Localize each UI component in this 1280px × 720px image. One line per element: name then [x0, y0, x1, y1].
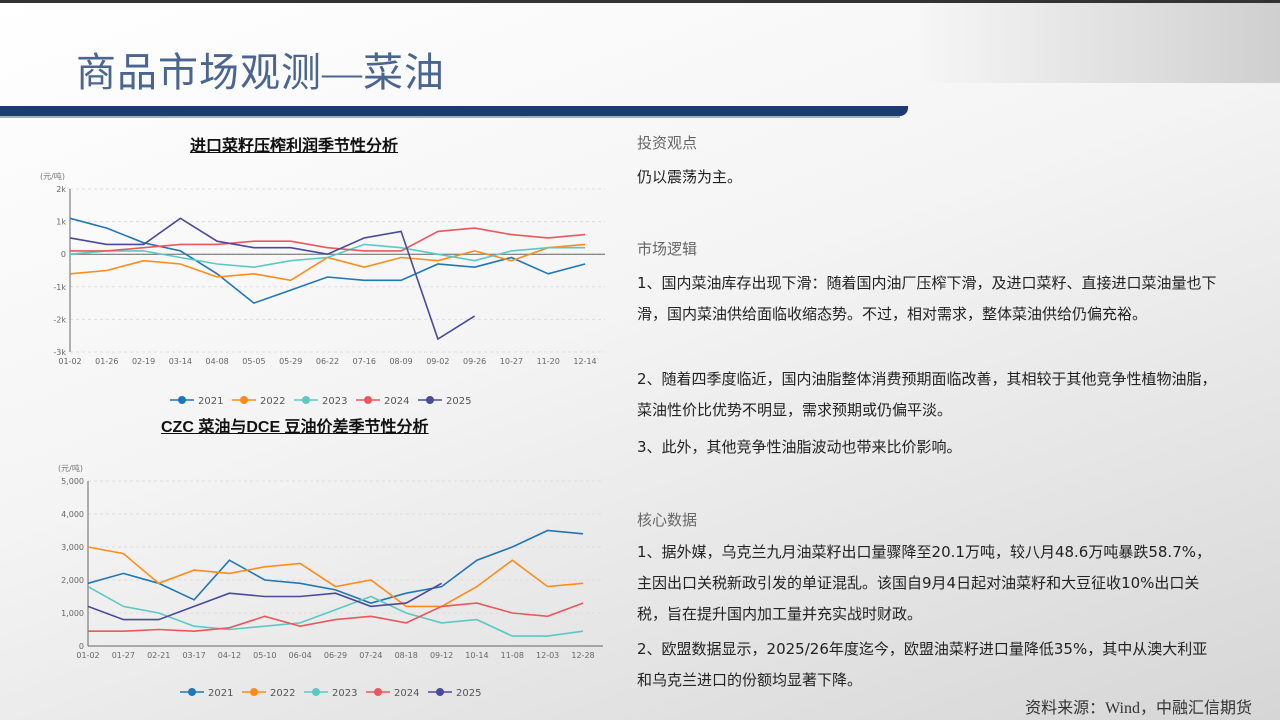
legend-label-2022: 2022	[260, 396, 285, 407]
y-unit: (元/吨)	[58, 463, 83, 473]
x-tick-label: 12-14	[573, 357, 596, 366]
x-tick-label: 06-04	[289, 651, 312, 660]
legend-label-2021: 2021	[208, 688, 233, 699]
header-shade	[920, 3, 1280, 83]
x-tick-label: 01-02	[58, 357, 81, 366]
x-tick-label: 05-05	[242, 357, 265, 366]
legend-marker-2024	[364, 396, 372, 404]
x-tick-label: 10-14	[465, 651, 488, 660]
legend-marker-2021	[188, 688, 196, 696]
y-tick-label: -2k	[53, 315, 66, 324]
section-title-data: 核心数据	[637, 511, 698, 529]
legend-marker-2025	[426, 396, 434, 404]
logic-point-1: 1、国内菜油库存出现下滑：随着国内油厂压榨下滑，及进口菜籽、直接进口菜油量也下滑…	[637, 274, 1217, 323]
x-tick-label: 05-10	[253, 651, 276, 660]
legend-label-2024: 2024	[394, 688, 419, 699]
chart2-title: CZC 菜油与DCE 豆油价差季节性分析	[161, 419, 429, 436]
x-tick-label: 08-09	[389, 357, 412, 366]
legend-marker-2025	[436, 688, 444, 696]
view-text: 仍以震荡为主。	[637, 168, 743, 186]
x-tick-label: 10-27	[500, 357, 523, 366]
source-note: 资料来源：Wind，中融汇信期货	[1025, 700, 1252, 717]
series-line-2024	[88, 602, 584, 633]
legend-marker-2023	[302, 396, 310, 404]
y-tick-label: 2k	[56, 185, 66, 194]
x-tick-label: 07-16	[353, 357, 376, 366]
logic-point-2: 2、随着四季度临近，国内油脂整体消费预期面临改善，其相较于其他竞争性植物油脂，菜…	[637, 370, 1217, 419]
y-unit: (元/吨)	[40, 171, 65, 181]
y-tick-label: 2,000	[61, 576, 84, 585]
series-line-2022	[87, 546, 584, 608]
x-tick-label: 06-29	[324, 651, 347, 660]
series-line-2023	[87, 585, 584, 637]
section-title-view: 投资观点	[637, 134, 698, 152]
y-tick-label: 3,000	[61, 543, 84, 552]
legend-marker-2022	[250, 688, 258, 696]
data-point-1: 1、据外媒，乌克兰九月油菜籽出口量骤降至20.1万吨，较八月48.6万吨暴跌58…	[637, 543, 1211, 623]
header-band-line	[0, 116, 900, 118]
x-tick-label: 03-17	[182, 651, 205, 660]
data-point-2: 2、欧盟数据显示，2025/26年度迄今，欧盟油菜籽进口量降低35%，其中从澳大…	[637, 640, 1208, 689]
x-tick-label: 08-18	[395, 651, 418, 660]
series-line-2021	[87, 529, 584, 604]
logic-point-3: 3、此外，其他竞争性油脂波动也带来比价影响。	[637, 438, 962, 456]
y-tick-label: 1k	[56, 218, 66, 227]
page-title: 商品市场观测—菜油	[76, 50, 445, 95]
chart2: (元/吨) 5,000 4,000 3,000 2,000 1,000 001-02 01-2…	[58, 463, 603, 699]
x-tick-label: 03-14	[169, 357, 192, 366]
legend-label-2024: 2024	[384, 396, 409, 407]
x-tick-label: 07-24	[359, 651, 382, 660]
series-line-2021	[69, 217, 586, 305]
legend-marker-2021	[178, 396, 186, 404]
x-tick-label: 04-12	[218, 651, 241, 660]
y-tick-label: 5,000	[61, 477, 84, 486]
legend-marker-2023	[312, 688, 320, 696]
legend-label-2022: 2022	[270, 688, 295, 699]
x-tick-label: 09-12	[430, 651, 453, 660]
legend-label-2023: 2023	[322, 396, 347, 407]
x-tick-label: 04-08	[206, 357, 229, 366]
section-title-logic: 市场逻辑	[637, 240, 698, 258]
chart1-title: 进口菜籽压榨利润季节性分析	[190, 138, 399, 155]
top-border	[0, 0, 1280, 3]
y-tick-label: -3k	[53, 348, 66, 357]
x-tick-label: 01-27	[112, 651, 135, 660]
y-tick-label: 4,000	[61, 510, 84, 519]
y-tick-label: 1,000	[61, 609, 84, 618]
y-tick-label: 0	[61, 250, 66, 259]
series-line-2024	[70, 227, 586, 252]
x-tick-label: 11-08	[501, 651, 524, 660]
x-tick-label: 09-26	[463, 357, 486, 366]
series-line-2022	[69, 243, 586, 282]
legend-marker-2024	[374, 688, 382, 696]
legend-label-2025: 2025	[456, 688, 481, 699]
series-line-2025	[87, 582, 442, 621]
series-line-2025	[69, 217, 476, 341]
x-tick-label: 12-28	[571, 651, 594, 660]
x-tick-label: 05-29	[279, 357, 302, 366]
x-tick-label: 02-19	[132, 357, 155, 366]
legend-label-2023: 2023	[332, 688, 357, 699]
x-tick-label: 12-03	[536, 651, 559, 660]
y-tick-label: -1k	[53, 283, 66, 292]
x-tick-label: 11-20	[537, 357, 560, 366]
y-tick-label: 0	[79, 642, 84, 651]
x-tick-label: 01-26	[95, 357, 118, 366]
header-band	[0, 106, 908, 116]
x-tick-label: 06-22	[316, 357, 339, 366]
x-tick-label: 02-21	[147, 651, 170, 660]
x-tick-label: 09-02	[426, 357, 449, 366]
x-tick-label: 01-02	[76, 651, 99, 660]
legend-marker-2022	[240, 396, 248, 404]
legend-label-2021: 2021	[198, 396, 223, 407]
series-line-2023	[69, 243, 585, 269]
legend-label-2025: 2025	[446, 396, 471, 407]
